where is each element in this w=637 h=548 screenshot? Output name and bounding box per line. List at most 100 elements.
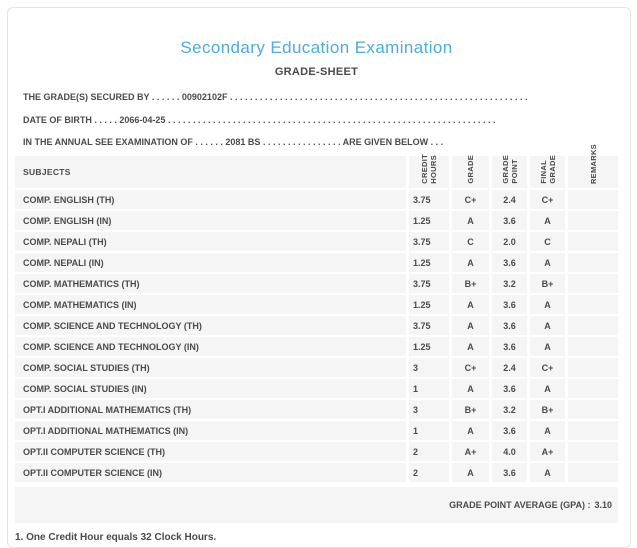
final-grade-cell: C+	[530, 190, 565, 209]
grade-point-cell: 3.6	[492, 211, 527, 230]
final-grade-cell: A	[530, 337, 565, 356]
credit-hours-cell: 1.25	[409, 295, 449, 314]
subject-cell: COMP. ENGLISH (TH)	[15, 190, 406, 209]
table-row: COMP. SOCIAL STUDIES (TH) 3 C+ 2.4 C+	[15, 358, 618, 377]
info-suffix: ARE GIVEN BELOW . . .	[342, 137, 444, 147]
credit-hours-cell: 1.25	[409, 253, 449, 272]
credit-hours-cell: 3.75	[409, 190, 449, 209]
credit-hours-cell: 1	[409, 379, 449, 398]
final-grade-cell: A	[530, 379, 565, 398]
info-line-date-of-birth: DATE OF BIRTH . . . . . 2066-04-25 . . .…	[23, 115, 551, 126]
credit-hours-cell: 3	[409, 358, 449, 377]
subject-cell: COMP. NEPALI (TH)	[15, 232, 406, 251]
table-row: OPT.II COMPUTER SCIENCE (IN) 2 A 3.6 A	[15, 463, 618, 482]
final-grade-cell: A	[530, 211, 565, 230]
grade-cell: C+	[452, 190, 489, 209]
table-row: COMP. ENGLISH (TH) 3.75 C+ 2.4 C+	[15, 190, 618, 209]
grade-cell: A	[452, 463, 489, 482]
subject-cell: COMP. SCIENCE AND TECHNOLOGY (IN)	[15, 337, 406, 356]
column-header-remarks: REMARKS	[568, 144, 618, 188]
subject-cell: COMP. SOCIAL STUDIES (TH)	[15, 358, 406, 377]
page-content: Secondary Education Examination GRADE-SH…	[8, 38, 630, 543]
final-grade-cell: A	[530, 295, 565, 314]
credit-hours-cell: 3.75	[409, 274, 449, 293]
remarks-cell	[568, 211, 618, 230]
final-grade-cell: A	[530, 316, 565, 335]
grade-table: SUBJECTS CREDIT HOURS GRADE GRADE POINT …	[15, 144, 618, 523]
subject-cell: COMP. SOCIAL STUDIES (IN)	[15, 379, 406, 398]
remarks-cell	[568, 274, 618, 293]
remarks-cell	[568, 316, 618, 335]
column-header-credit-hours: CREDIT HOURS	[409, 154, 449, 188]
table-row: OPT.I ADDITIONAL MATHEMATICS (TH) 3 B+ 3…	[15, 400, 618, 419]
page-title: Secondary Education Examination	[180, 38, 453, 57]
grade-sheet-page: Secondary Education Examination GRADE-SH…	[7, 7, 631, 548]
grade-cell: A	[452, 316, 489, 335]
remarks-cell	[568, 379, 618, 398]
candidate-info: THE GRADE(S) SECURED BY . . . . . . 0090…	[15, 92, 618, 148]
final-grade-cell: A+	[530, 442, 565, 461]
remarks-cell	[568, 442, 618, 461]
subject-cell: OPT.II COMPUTER SCIENCE (TH)	[15, 442, 406, 461]
grade-point-cell: 3.2	[492, 274, 527, 293]
grade-cell: C+	[452, 358, 489, 377]
remarks-vertical-label: REMARKS	[588, 143, 598, 184]
remarks-cell	[568, 400, 618, 419]
credit-hours-cell: 1.25	[409, 337, 449, 356]
subject-cell: COMP. MATHEMATICS (TH)	[15, 274, 406, 293]
table-body: COMP. ENGLISH (TH) 3.75 C+ 2.4 C+ COMP. …	[15, 190, 618, 482]
table-row: COMP. MATHEMATICS (IN) 1.25 A 3.6 A	[15, 295, 618, 314]
grade-point-cell: 3.6	[492, 295, 527, 314]
remarks-cell	[568, 337, 618, 356]
grade-vertical-label: GRADE	[466, 155, 475, 184]
grade-cell: A	[452, 295, 489, 314]
date-of-birth-value: 2066-04-25	[119, 114, 166, 125]
grade-point-cell: 2.4	[492, 190, 527, 209]
credit-hours-cell: 2	[409, 463, 449, 482]
grade-cell: A	[452, 211, 489, 230]
grade-cell: A	[452, 421, 489, 440]
gpa-label: GRADE POINT AVERAGE (GPA) :	[449, 500, 591, 510]
final-grade-vertical-label: FINAL GRADE	[538, 155, 557, 184]
subject-cell: OPT.I ADDITIONAL MATHEMATICS (TH)	[15, 400, 406, 419]
table-row: COMP. SOCIAL STUDIES (IN) 1 A 3.6 A	[15, 379, 618, 398]
examination-year-value: 2081 BS	[225, 137, 261, 147]
subject-cell: OPT.II COMPUTER SCIENCE (IN)	[15, 463, 406, 482]
credit-hours-cell: 1.25	[409, 211, 449, 230]
grade-cell: B+	[452, 274, 489, 293]
table-row: COMP. SCIENCE AND TECHNOLOGY (TH) 3.75 A…	[15, 316, 618, 335]
gpa-value: 3.10	[594, 500, 612, 510]
dotted-fill: . . . . . . . . . . . . . . . . . . . . …	[167, 114, 496, 125]
remarks-cell	[568, 232, 618, 251]
info-label: IN THE ANNUAL SEE EXAMINATION OF	[23, 137, 193, 147]
grade-point-cell: 3.2	[492, 400, 527, 419]
subject-cell: COMP. ENGLISH (IN)	[15, 211, 406, 230]
page-subtitle: GRADE-SHEET	[274, 66, 359, 78]
subject-cell: COMP. MATHEMATICS (IN)	[15, 295, 406, 314]
credit-hours-cell: 3	[409, 400, 449, 419]
info-line-examination-year: IN THE ANNUAL SEE EXAMINATION OF . . . .…	[23, 137, 551, 148]
table-row: OPT.II COMPUTER SCIENCE (TH) 2 A+ 4.0 A+	[15, 442, 618, 461]
credit-hours-cell: 3.75	[409, 316, 449, 335]
column-header-final-grade: FINAL GRADE	[530, 155, 565, 188]
table-row: COMP. SCIENCE AND TECHNOLOGY (IN) 1.25 A…	[15, 337, 618, 356]
credit-hours-cell: 1	[409, 421, 449, 440]
info-label: THE GRADE(S) SECURED BY	[23, 92, 150, 102]
info-label: DATE OF BIRTH	[23, 114, 92, 125]
remarks-cell	[568, 421, 618, 440]
column-header-grade-point: GRADE POINT	[492, 155, 527, 188]
candidate-id-value: 00902102F	[181, 92, 228, 102]
final-grade-cell: C	[530, 232, 565, 251]
dotted-fill: . . . . . . . . . . . . . . . .	[262, 137, 341, 147]
grade-cell: A	[452, 253, 489, 272]
table-row: OPT.I ADDITIONAL MATHEMATICS (IN) 1 A 3.…	[15, 421, 618, 440]
subject-cell: COMP. NEPALI (IN)	[15, 253, 406, 272]
table-row: COMP. NEPALI (IN) 1.25 A 3.6 A	[15, 253, 618, 272]
remarks-cell	[568, 190, 618, 209]
credit-hours-cell: 2	[409, 442, 449, 461]
remarks-cell	[568, 463, 618, 482]
grade-point-cell: 3.6	[492, 421, 527, 440]
info-line-grades-secured-by: THE GRADE(S) SECURED BY . . . . . . 0090…	[23, 92, 551, 103]
credit-hours-vertical-label: CREDIT HOURS	[420, 154, 438, 184]
grade-cell: B+	[452, 400, 489, 419]
